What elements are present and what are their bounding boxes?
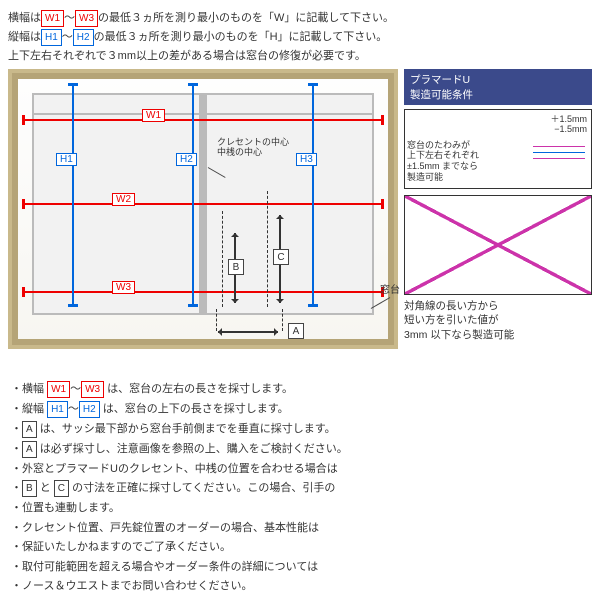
label-w3: W3 — [75, 10, 98, 27]
tag-w1: W1 — [142, 109, 165, 122]
tag-c: C — [273, 249, 289, 265]
note-item: A は、サッシ最下部から窓台手前側までを垂直に採寸します。 — [22, 421, 592, 438]
side-title: プラマードU 製造可能条件 — [404, 69, 592, 105]
line-w2 — [22, 203, 384, 205]
note-item: 縦幅 H1～H2 は、窓台の上下の長さを採寸します。 — [22, 401, 592, 418]
line-w3 — [22, 291, 384, 293]
label-w1: W1 — [41, 10, 64, 27]
note-item: ノース＆ウエストまでお問い合わせください。 — [22, 578, 592, 595]
note-item: 位置も連動します。 — [22, 500, 592, 517]
tag-a: A — [288, 323, 304, 339]
diag-text: 対角線の長い方から 短い方を引いた値が 3mm 以下なら製造可能 — [404, 299, 592, 343]
tag-w2: W2 — [112, 193, 135, 206]
arrow-a — [218, 331, 278, 333]
tolerance-box: ＋1.5mm −1.5mm 窓台のたわみが 上下左右それぞれ ±1.5mm まで… — [404, 109, 592, 189]
tag-h2: H2 — [176, 153, 197, 166]
notes-list: 横幅 W1～W3 は、窓台の左右の長さを採寸します。縦幅 H1～H2 は、窓台の… — [8, 381, 592, 595]
note-item: クレセント位置、戸先錠位置のオーダーの場合、基本性能は — [22, 520, 592, 537]
tag-w3: W3 — [112, 281, 135, 294]
note-item: B と C の寸法を正確に採寸してください。この場合、引手の — [22, 480, 592, 497]
note-item: 横幅 W1～W3 は、窓台の左右の長さを採寸します。 — [22, 381, 592, 398]
window-diagram: W1 W2 W3 H1 H2 H3 クレセントの中心 中桟の中心 B C 窓台 … — [8, 69, 398, 349]
side-panel: プラマードU 製造可能条件 ＋1.5mm −1.5mm 窓台のたわみが 上下左右… — [404, 69, 592, 349]
line-h3 — [312, 83, 314, 307]
line-h1 — [72, 83, 74, 307]
tag-h1: H1 — [56, 153, 77, 166]
tag-b: B — [228, 259, 244, 275]
note-crescent: クレセントの中心 中桟の中心 — [217, 137, 289, 159]
note-item: 取付可能範囲を超える場合やオーダー条件の詳細については — [22, 559, 592, 576]
tag-h3: H3 — [296, 153, 317, 166]
note-item: A は必ず採寸し、注意画像を参照の上、購入をご検討ください。 — [22, 441, 592, 458]
label-h2: H2 — [73, 29, 94, 46]
note-item: 保証いたしかねますのでご了承ください。 — [22, 539, 592, 556]
intro-text: 横幅はW1～W3の最低３ヵ所を測り最小のものを「W」に記載して下さい。 縦幅はH… — [8, 10, 592, 65]
label-sill: 窓台 — [380, 281, 400, 296]
label-h1: H1 — [41, 29, 62, 46]
line-h2 — [192, 83, 194, 307]
line-w1 — [22, 119, 384, 121]
diagonal-box — [404, 195, 592, 295]
note-item: 外窓とプラマードUのクレセント、中桟の位置を合わせる場合は — [22, 461, 592, 478]
